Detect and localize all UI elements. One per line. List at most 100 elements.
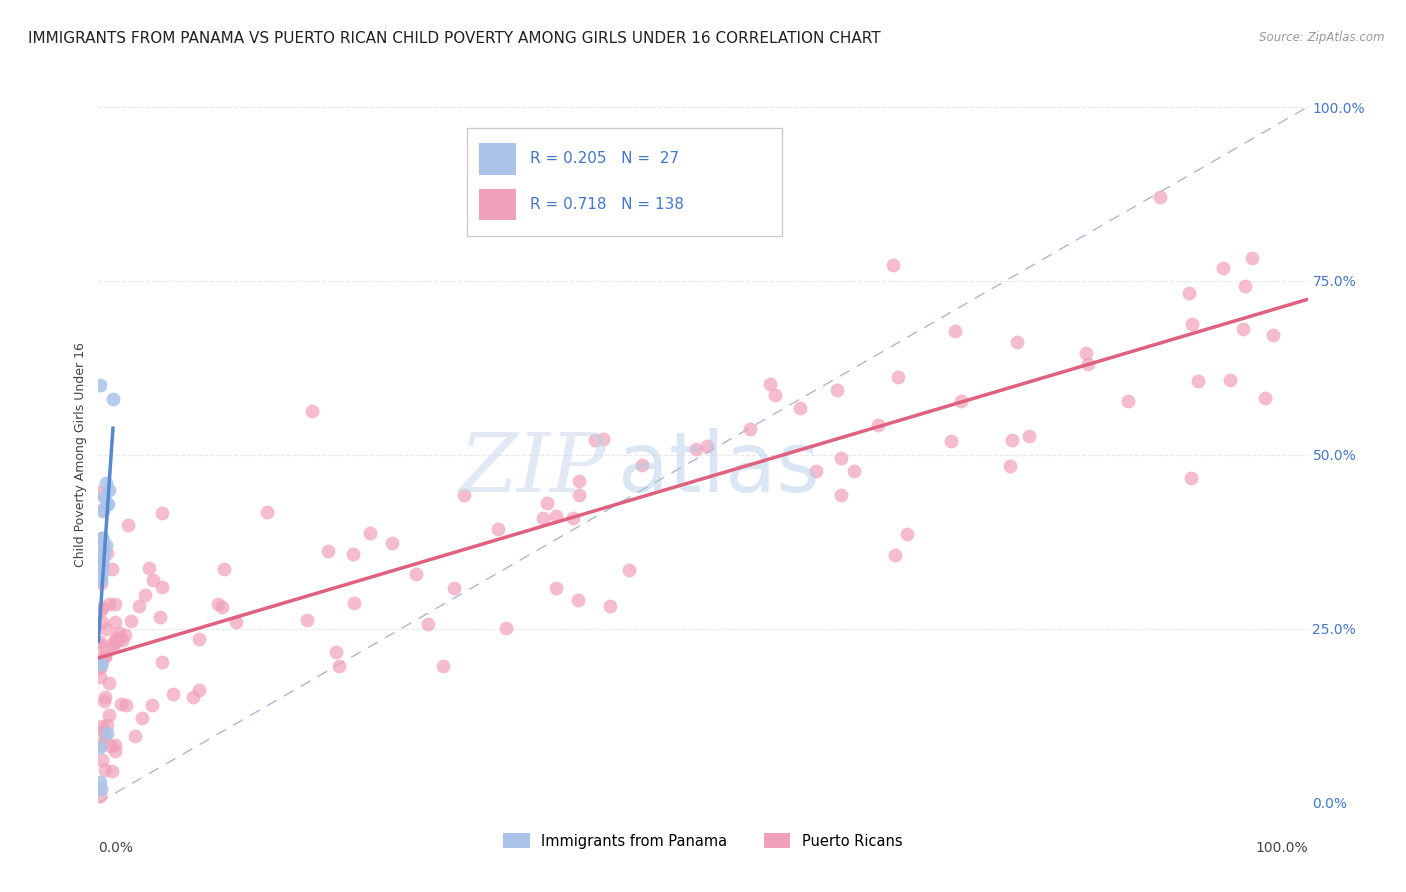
Point — [101, 764, 124, 779]
Point — [91, 724, 114, 739]
Point — [544, 509, 567, 524]
Point — [544, 582, 567, 596]
Point — [1000, 458, 1022, 473]
Point — [630, 458, 652, 473]
Bar — [479, 144, 516, 175]
Point — [150, 506, 173, 520]
Point — [91, 719, 114, 733]
Point — [1116, 393, 1139, 408]
Point — [380, 536, 402, 550]
Point — [90, 737, 112, 751]
Point — [91, 538, 114, 552]
Point — [830, 488, 852, 502]
Point — [90, 658, 112, 673]
Text: 100.0%: 100.0% — [1256, 841, 1308, 855]
Point — [842, 465, 865, 479]
Point — [804, 464, 827, 478]
Legend: Immigrants from Panama, Puerto Ricans: Immigrants from Panama, Puerto Ricans — [498, 828, 908, 855]
Point — [887, 369, 910, 384]
Point — [93, 490, 115, 504]
Point — [114, 628, 136, 642]
Point — [117, 517, 139, 532]
Point — [94, 622, 117, 636]
Point — [211, 600, 233, 615]
Point — [1233, 278, 1256, 293]
Point — [486, 522, 509, 536]
Point — [91, 552, 114, 566]
Point — [91, 503, 114, 517]
Point — [89, 635, 111, 649]
Point — [162, 687, 184, 701]
Point — [453, 487, 475, 501]
Y-axis label: Child Poverty Among Girls Under 16: Child Poverty Among Girls Under 16 — [73, 343, 87, 567]
Point — [104, 738, 127, 752]
Point — [256, 505, 278, 519]
Point — [884, 548, 907, 562]
Point — [124, 729, 146, 743]
Point — [1074, 346, 1097, 360]
Text: Source: ZipAtlas.com: Source: ZipAtlas.com — [1260, 31, 1385, 45]
Point — [91, 552, 114, 566]
Text: IMMIGRANTS FROM PANAMA VS PUERTO RICAN CHILD POVERTY AMONG GIRLS UNDER 16 CORREL: IMMIGRANTS FROM PANAMA VS PUERTO RICAN C… — [28, 31, 880, 46]
Point — [120, 614, 142, 628]
Point — [868, 417, 890, 432]
Point — [359, 525, 381, 540]
Point — [100, 637, 122, 651]
Point — [1005, 334, 1028, 349]
Point — [896, 527, 918, 541]
Point — [495, 622, 517, 636]
Text: R = 0.718   N = 138: R = 0.718 N = 138 — [530, 197, 685, 212]
Point — [134, 588, 156, 602]
Point — [89, 378, 111, 392]
Point — [90, 545, 112, 559]
Point — [567, 592, 589, 607]
Point — [89, 639, 111, 653]
Point — [295, 613, 318, 627]
Point — [90, 559, 112, 574]
Point — [131, 711, 153, 725]
Point — [90, 573, 112, 587]
FancyBboxPatch shape — [467, 128, 782, 235]
Point — [94, 763, 117, 777]
Point — [128, 599, 150, 613]
Point — [97, 708, 120, 723]
Point — [1178, 286, 1201, 301]
Point — [830, 450, 852, 465]
Point — [1240, 252, 1263, 266]
Point — [104, 743, 127, 757]
Point — [225, 615, 247, 629]
Point — [91, 558, 114, 572]
Point — [108, 626, 131, 640]
Point — [91, 753, 114, 767]
Point — [696, 439, 718, 453]
Point — [96, 497, 118, 511]
Point — [150, 655, 173, 669]
Point — [91, 503, 114, 517]
Point — [758, 376, 780, 391]
Point — [316, 544, 339, 558]
Point — [533, 511, 555, 525]
Point — [110, 698, 132, 712]
Point — [93, 545, 115, 559]
Point — [115, 698, 138, 712]
Text: ZIP: ZIP — [460, 429, 606, 508]
Point — [328, 659, 350, 673]
Point — [90, 781, 112, 796]
Point — [90, 603, 112, 617]
Point — [738, 422, 761, 436]
Point — [207, 597, 229, 611]
Point — [100, 739, 122, 753]
Point — [90, 657, 112, 671]
Point — [301, 403, 323, 417]
Point — [567, 488, 589, 502]
Point — [617, 563, 640, 577]
Point — [405, 566, 427, 581]
Point — [711, 202, 734, 216]
Point — [111, 633, 134, 648]
Point — [561, 510, 583, 524]
Point — [89, 669, 111, 683]
Point — [89, 789, 111, 803]
Point — [1180, 470, 1202, 484]
Point — [142, 574, 165, 588]
Point — [90, 600, 112, 615]
